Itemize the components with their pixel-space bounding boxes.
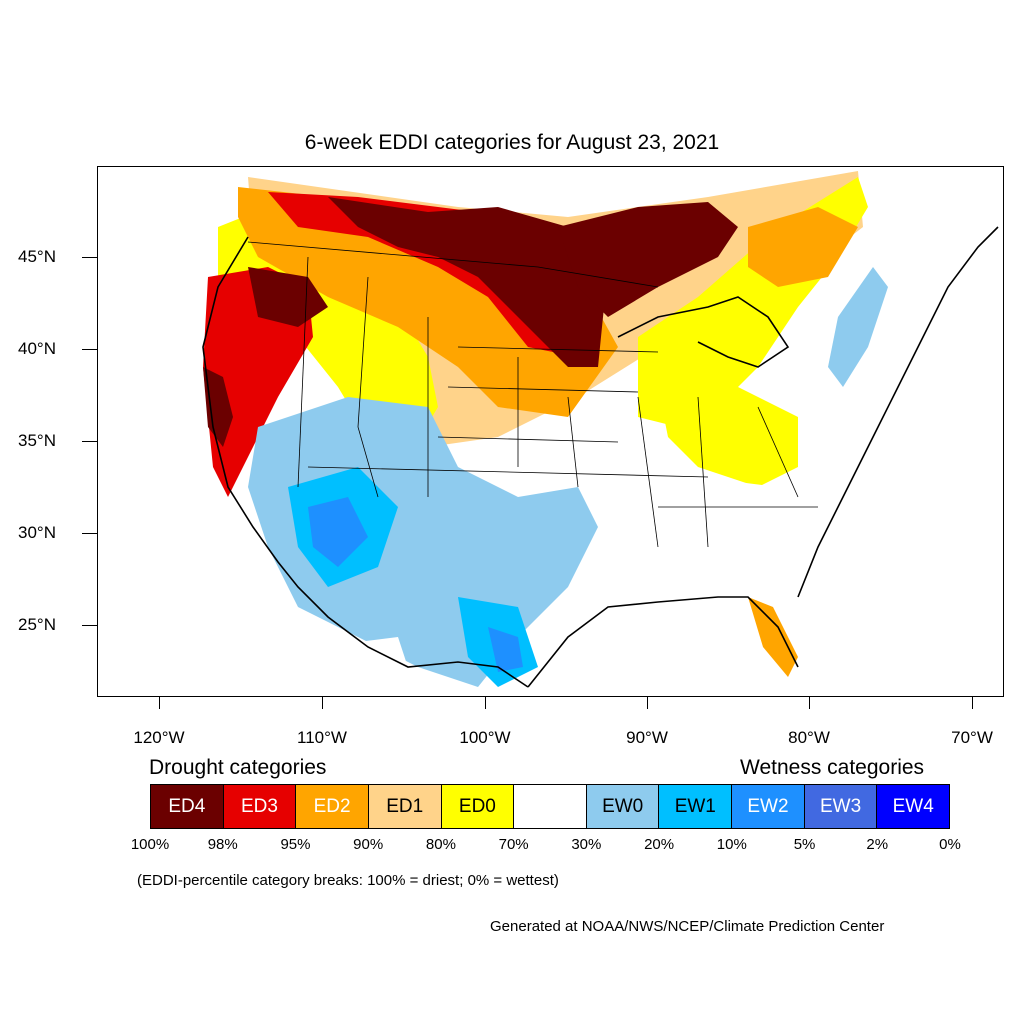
map-title: 6-week EDDI categories for August 23, 20… <box>304 131 720 154</box>
legend-cell-ew3: EW3 <box>804 785 878 828</box>
region-ed2-florida <box>748 597 798 677</box>
percentile-break-label: 2% <box>866 836 889 853</box>
legend-cell-neutral <box>514 785 587 828</box>
percentile-break-label: 20% <box>644 836 675 853</box>
state-borders <box>247 241 818 548</box>
region-ed3-west <box>203 267 313 497</box>
lat-tick <box>82 625 97 626</box>
percentile-break-label: 70% <box>498 836 529 853</box>
lon-tick <box>972 697 973 709</box>
legend-cell-ed3: ED3 <box>223 785 297 828</box>
percentile-break-label: 95% <box>280 836 311 853</box>
legend-cell-ew1: EW1 <box>659 785 733 828</box>
lon-tick <box>485 697 486 709</box>
percentile-break-label: 0% <box>939 836 961 853</box>
legend-cell-ew0: EW0 <box>586 785 660 828</box>
region-ew0-northeast <box>828 267 888 387</box>
lon-label-70w: 70°W <box>951 728 993 747</box>
eddi-map <box>202 171 999 696</box>
lat-tick <box>82 257 97 258</box>
region-ed0-midwest <box>658 387 798 487</box>
lat-label-30n: 30°N <box>18 523 56 542</box>
lon-label-100w: 100°W <box>459 728 511 747</box>
lat-tick <box>82 533 97 534</box>
drought-categories-heading: Drought categories <box>149 756 327 779</box>
region-ed4-west <box>248 267 328 327</box>
region-ed4-northeast <box>558 202 738 317</box>
lat-label-35n: 35°N <box>18 431 56 450</box>
region-ew2-texas <box>488 627 523 672</box>
category-note: (EDDI-percentile category breaks: 100% =… <box>137 872 559 889</box>
percentile-break-label: 100% <box>130 836 170 853</box>
legend-cell-ed4: ED4 <box>151 785 224 828</box>
lat-label-40n: 40°N <box>18 339 56 358</box>
lon-tick <box>159 697 160 709</box>
lat-label-25n: 25°N <box>18 615 56 634</box>
percentile-break-label: 90% <box>353 836 384 853</box>
lon-label-120w: 120°W <box>133 728 185 747</box>
region-ew2 <box>308 497 368 567</box>
lon-label-110w: 110°W <box>297 728 347 747</box>
lon-label-80w: 80°W <box>788 728 830 747</box>
lat-tick <box>82 441 97 442</box>
lat-label-45n: 45°N <box>18 247 56 266</box>
percentile-break-label: 98% <box>207 836 238 853</box>
region-ed4-california <box>203 367 233 447</box>
lon-tick <box>647 697 648 709</box>
percentile-break-label: 80% <box>425 836 456 853</box>
region-neutral-southeast <box>608 477 818 597</box>
credit-line: Generated at NOAA/NWS/NCEP/Climate Predi… <box>490 918 885 935</box>
region-ed4 <box>328 197 608 367</box>
category-legend: ED4 ED3 ED2 ED1 ED0 EW0 EW1 EW2 EW3 EW4 <box>150 784 950 829</box>
lon-tick <box>809 697 810 709</box>
lat-tick <box>82 349 97 350</box>
region-ed2-east <box>748 207 858 287</box>
wetness-categories-heading: Wetness categories <box>740 756 925 779</box>
coastlines <box>202 226 999 688</box>
percentile-break-label: 30% <box>571 836 602 853</box>
percentile-break-label: 10% <box>716 836 747 853</box>
legend-cell-ed0: ED0 <box>441 785 515 828</box>
map-panel <box>97 166 1004 697</box>
percentile-break-label: 5% <box>793 836 816 853</box>
legend-cell-ed1: ED1 <box>368 785 442 828</box>
lon-tick <box>322 697 323 709</box>
legend-cell-ew2: EW2 <box>732 785 805 828</box>
region-neutral-southwest <box>318 637 418 696</box>
lon-label-90w: 90°W <box>626 728 668 747</box>
legend-cell-ew4: EW4 <box>877 785 950 828</box>
legend-cell-ed2: ED2 <box>296 785 369 828</box>
